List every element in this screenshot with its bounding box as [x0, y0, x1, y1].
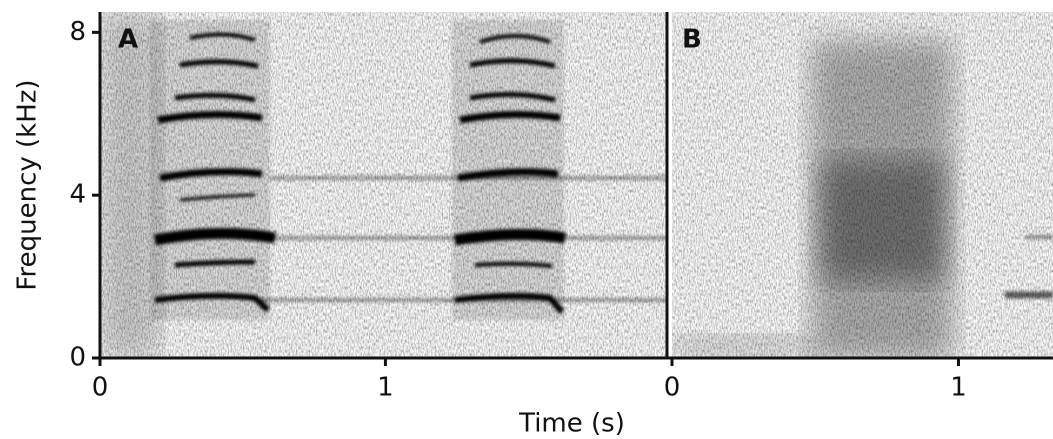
x-tick-label: 0 [92, 373, 109, 403]
call-2 [452, 20, 566, 320]
spectrogram-b [672, 12, 1053, 358]
y-axis-label: Frequency (kHz) [13, 79, 43, 290]
x-tick-label: 0 [664, 373, 681, 403]
y-tick-label: 4 [69, 180, 86, 210]
x-tick-label: 1 [377, 373, 394, 403]
y-tick-label: 8 [69, 17, 86, 47]
x-axis-label: Time (s) [518, 409, 625, 439]
panel-label: B [682, 25, 702, 55]
y-tick-label: 0 [69, 343, 86, 373]
call-1 [150, 20, 276, 320]
spectrogram-a [100, 12, 668, 358]
x-tick-label: 1 [950, 373, 967, 403]
panel-label: A [118, 25, 138, 55]
